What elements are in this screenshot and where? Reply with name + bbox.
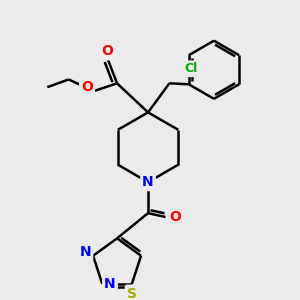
Text: S: S (127, 286, 137, 300)
Text: N: N (104, 277, 116, 291)
Text: O: O (81, 80, 93, 94)
Text: O: O (169, 210, 181, 224)
Text: O: O (101, 44, 113, 58)
Text: Cl: Cl (184, 62, 197, 75)
Text: N: N (80, 245, 91, 259)
Text: N: N (142, 175, 154, 189)
